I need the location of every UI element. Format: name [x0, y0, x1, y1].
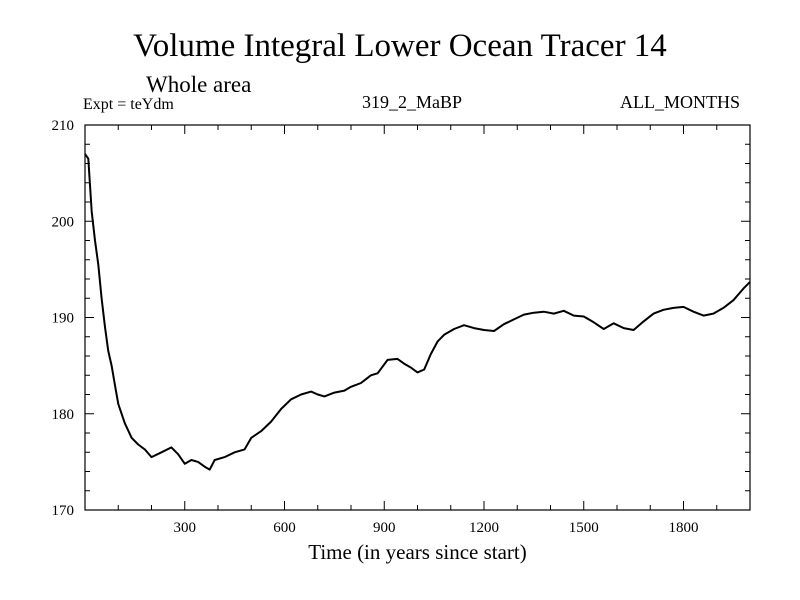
chart-subtitle: Whole area	[146, 72, 252, 97]
x-tick-label: 1200	[469, 520, 499, 536]
x-tick-label: 1500	[569, 520, 599, 536]
y-tick-label: 180	[52, 407, 75, 423]
y-tick-label: 210	[52, 118, 75, 134]
series-line	[84, 153, 751, 471]
x-tick-label: 300	[174, 520, 197, 536]
x-tick-label: 1800	[669, 520, 699, 536]
plot-frame	[84, 124, 751, 511]
experiment-label: Expt = teYdm	[83, 96, 174, 113]
period-label: ALL_MONTHS	[620, 92, 740, 112]
axis-ticks	[85, 125, 750, 510]
x-tick-label: 600	[273, 520, 296, 536]
chart-title: Volume Integral Lower Ocean Tracer 14	[133, 28, 667, 64]
x-tick-label: 900	[373, 520, 396, 536]
y-tick-label: 190	[52, 311, 75, 327]
x-axis-label: Time (in years since start)	[308, 540, 527, 564]
y-tick-label: 200	[52, 214, 75, 230]
y-tick-label: 170	[52, 503, 75, 519]
tick-labels: 300 600 900 1200 1500 1800 170 180 190 200 210	[52, 118, 699, 536]
run-id-label: 319_2_MaBP	[362, 92, 463, 112]
